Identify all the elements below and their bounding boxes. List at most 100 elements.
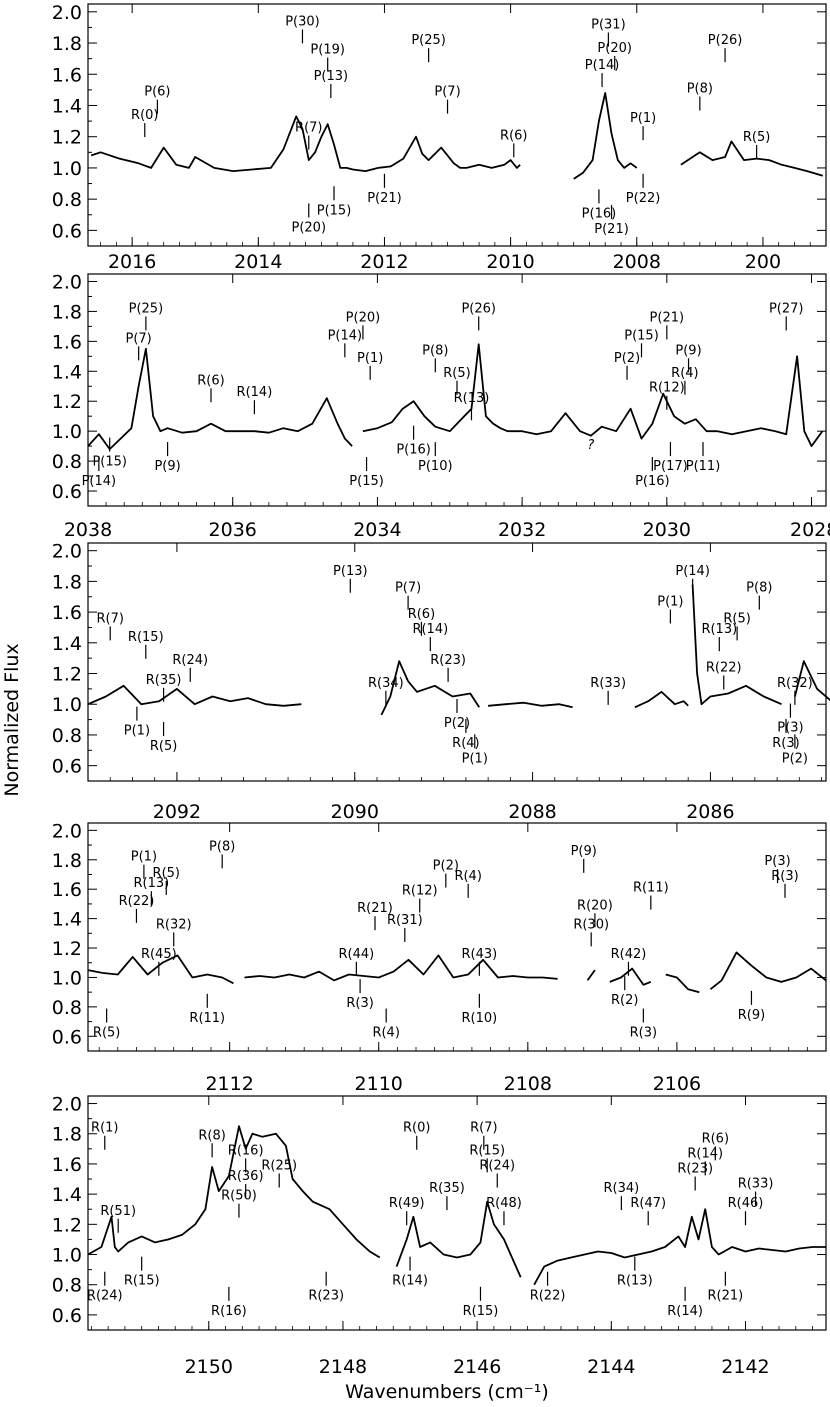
y-tick-label: 1.6: [52, 331, 82, 353]
line-id-text: P(15): [317, 203, 352, 218]
line-id-label: P(1): [657, 594, 684, 624]
line-id-text: R(11): [189, 1011, 225, 1026]
line-id-text: R(31): [387, 913, 423, 928]
line-id-label: P(16): [635, 457, 670, 489]
line-id-text: R(3): [771, 869, 798, 884]
spectrum-segment: [395, 1200, 522, 1278]
y-tick-label: 0.6: [52, 1026, 82, 1048]
line-id-label: P(6): [144, 85, 171, 114]
line-id-label: R(10): [462, 993, 497, 1026]
line-id-label: R(30): [573, 917, 609, 947]
x-tick-label: 2034: [353, 519, 401, 541]
line-id-label: R(22): [706, 661, 742, 690]
line-id-label: R(3): [772, 718, 800, 751]
y-tick-label: 1.4: [52, 909, 82, 931]
line-id-text: P(15): [624, 328, 659, 343]
line-id-text: P(14): [328, 328, 363, 343]
line-id-text: R(4): [452, 736, 479, 751]
line-id-label: R(5): [443, 366, 471, 395]
line-id-label: R(8): [198, 1128, 226, 1158]
line-id-label: R(5): [743, 130, 770, 159]
line-id-text: R(11): [633, 881, 669, 896]
line-id-text: R(33): [590, 676, 626, 691]
line-id-text: P(16): [396, 443, 431, 458]
line-id-label: R(6): [197, 373, 225, 403]
line-id-label: P(7): [434, 85, 461, 114]
line-id-label: P(9): [675, 343, 702, 373]
line-id-label: R(24): [87, 1271, 123, 1304]
line-id-text: R(22): [706, 661, 742, 676]
x-tick-label: 2038: [64, 519, 112, 541]
x-tick-label: 2150: [185, 1356, 233, 1378]
panel-frame: [87, 1095, 827, 1331]
line-id-label: R(1): [91, 1121, 118, 1150]
x-tick-label: 200: [745, 251, 781, 273]
spectrum-segment: [244, 954, 558, 982]
line-id-label: P(14): [82, 457, 116, 489]
x-tick-label: 2092: [153, 801, 201, 823]
y-tick-label: 1.0: [52, 694, 82, 716]
line-id-text: R(16): [228, 1143, 264, 1158]
line-id-text: R(51): [100, 1204, 136, 1219]
line-id-label: P(20): [597, 41, 632, 70]
x-tick-label: 2108: [504, 1073, 552, 1095]
line-id-label: ?: [587, 438, 594, 453]
line-id-label: P(3): [777, 703, 804, 736]
y-tick-label: 1.8: [52, 850, 82, 872]
line-id-label: R(2): [611, 976, 638, 1008]
panel-3: 0.6 0.8 1.0 1.2 1.4 1.6 1.8 2.0 2092 2090 2088 2086…: [52, 541, 830, 823]
line-id-label: R(22): [119, 894, 155, 923]
line-id-label: R(7): [470, 1121, 498, 1150]
panel-4: 0.6 0.8 1.0 1.2 1.4 1.6 1.8 2.0 2112 2110 2108 2106…: [52, 820, 827, 1095]
spectrum-segment: [609, 967, 652, 986]
y-tick-label: 1.2: [52, 391, 82, 413]
note-mark: ?: [587, 438, 594, 453]
line-id-text: R(5): [723, 611, 750, 626]
line-id-label: R(14): [392, 1256, 428, 1289]
line-id-text: P(13): [314, 69, 349, 84]
line-id-label: R(5): [723, 611, 751, 641]
line-id-text: P(15): [349, 474, 384, 489]
x-tick-label: 2086: [686, 801, 734, 823]
line-id-label: R(15): [124, 1256, 160, 1289]
line-id-text: R(5): [443, 366, 470, 381]
line-id-text: R(36): [228, 1169, 264, 1184]
spectrum-segment: [380, 660, 480, 716]
line-id-label: R(34): [368, 676, 404, 705]
line-id-text: R(21): [357, 901, 393, 916]
y-tick-label: 2.0: [52, 1094, 82, 1116]
line-id-text: P(3): [777, 721, 803, 736]
line-id-label: P(7): [395, 581, 421, 610]
line-id-label: P(22): [626, 173, 660, 206]
line-id-text: P(27): [769, 301, 804, 316]
line-id-label: R(22): [530, 1271, 565, 1304]
line-id-text: R(12): [402, 884, 438, 899]
line-id-text: R(49): [389, 1196, 425, 1211]
y-tick-label: 0.8: [52, 997, 82, 1019]
line-id-text: R(33): [738, 1177, 774, 1192]
line-id-label: P(1): [357, 351, 383, 380]
y-tick-label: 0.6: [52, 1305, 82, 1327]
line-id-text: P(8): [422, 343, 448, 358]
panel-2: 0.6 0.8 1.0 1.2 1.4 1.6 1.8 2.0 2038 2036 2034 2032…: [52, 271, 830, 541]
line-id-text: P(31): [591, 18, 626, 33]
line-id-label: P(10): [418, 442, 453, 474]
line-id-text: P(1): [131, 850, 157, 865]
line-id-text: R(44): [339, 947, 375, 962]
line-id-text: R(48): [486, 1196, 522, 1211]
line-id-text: P(14): [585, 58, 620, 73]
line-id-label: P(31): [591, 18, 626, 47]
line-id-label: R(32): [156, 917, 192, 947]
line-id-label: P(3): [764, 854, 791, 884]
line-id-text: R(14): [392, 1274, 428, 1289]
line-id-label: P(8): [422, 343, 448, 373]
line-id-label: P(17): [653, 442, 688, 474]
line-id-text: R(32): [777, 676, 813, 691]
line-id-label: P(13): [314, 69, 349, 99]
line-id-text: R(4): [372, 1026, 399, 1041]
line-id-text: R(22): [119, 894, 155, 909]
line-id-label: P(1): [124, 706, 150, 739]
y-tick-label: 0.6: [52, 756, 82, 778]
line-id-label: P(30): [285, 14, 320, 44]
spectrum-segment: [691, 584, 782, 706]
